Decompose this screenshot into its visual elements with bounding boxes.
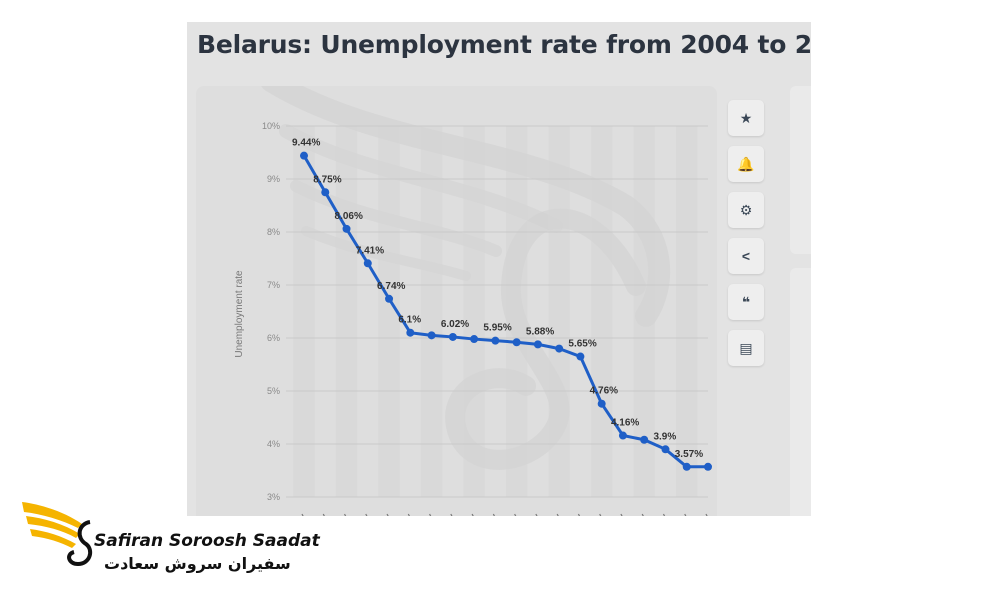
data-label: 5.88% (526, 326, 554, 337)
data-label: 9.44% (292, 138, 320, 149)
data-label: 7.41% (356, 245, 384, 256)
x-tick-mark (684, 513, 687, 516)
data-point[interactable] (576, 352, 585, 361)
x-axis (301, 513, 708, 516)
x-tick-mark (662, 513, 666, 516)
grid-band (676, 126, 698, 497)
data-point[interactable] (640, 435, 649, 444)
data-point[interactable] (448, 332, 457, 341)
data-point[interactable] (406, 328, 415, 337)
favorite-button[interactable]: ★ (728, 100, 764, 136)
data-point[interactable] (363, 259, 372, 268)
page-title: Belarus: Unemployment rate from 2004 to … (197, 30, 811, 59)
y-axis: 10% 9% 8% 7% 6% 5% 4% 3% (262, 121, 280, 502)
data-point[interactable] (661, 445, 670, 454)
data-label: 6.02% (441, 319, 469, 330)
y-tick-label: 5% (267, 386, 280, 396)
grid-band (463, 126, 485, 497)
brand-logo: Safiran Soroosh Saadat سفیران سروش سعادت (20, 494, 320, 586)
x-tick-mark (450, 513, 453, 516)
x-tick-mark (577, 513, 581, 516)
x-tick-mark (322, 513, 325, 516)
star-icon: ★ (739, 109, 753, 126)
x-tick-mark (429, 513, 432, 516)
data-point[interactable] (533, 340, 542, 349)
data-label: 3.9% (653, 431, 676, 442)
y-tick-label: 9% (267, 174, 280, 184)
x-tick-mark (471, 513, 474, 516)
data-point[interactable] (300, 151, 308, 160)
series-group (300, 151, 712, 471)
x-tick-mark (407, 513, 410, 516)
data-point[interactable] (470, 335, 479, 344)
data-label: 6.1% (398, 315, 421, 326)
print-button[interactable]: ▤ (728, 330, 764, 366)
settings-button[interactable]: ⚙ (728, 192, 764, 228)
chart-grid (286, 125, 708, 498)
data-point[interactable] (682, 462, 691, 471)
share-button[interactable]: < (728, 238, 764, 274)
quote-icon: ❝ (741, 293, 751, 310)
alert-button[interactable]: 🔔 (728, 146, 764, 182)
x-tick-mark (535, 513, 538, 516)
grid-band (548, 126, 570, 497)
data-label: 6.74% (377, 281, 405, 292)
x-tick-mark (514, 513, 517, 516)
data-point[interactable] (512, 338, 521, 347)
brand-name-persian: سفیران سروش سعادت (104, 554, 291, 573)
data-label: 5.65% (568, 339, 596, 350)
data-point[interactable] (491, 336, 500, 345)
y-tick-label: 3% (267, 492, 280, 502)
x-tick-mark (556, 513, 559, 516)
cite-button[interactable]: ❝ (728, 284, 764, 320)
print-icon: ▤ (739, 339, 753, 356)
side-panel-top (790, 86, 811, 254)
data-point[interactable] (597, 399, 606, 408)
x-tick-mark (365, 513, 368, 516)
brand-wing-icon (22, 502, 93, 567)
data-label: 5.95% (483, 323, 511, 334)
y-axis-label: Unemployment rate (234, 270, 245, 358)
grid-band (293, 126, 315, 497)
data-label: 3.57% (675, 449, 703, 460)
x-tick-mark (620, 513, 623, 516)
y-tick-label: 6% (267, 333, 280, 343)
y-tick-label: 8% (267, 227, 280, 237)
x-tick-mark (705, 513, 708, 516)
x-tick-mark (343, 513, 347, 516)
x-tick-mark (599, 513, 602, 516)
data-label: 4.16% (611, 418, 639, 429)
side-panel-bottom (790, 268, 811, 516)
chart-screenshot: Belarus: Unemployment rate from 2004 to … (187, 22, 811, 516)
data-point[interactable] (321, 188, 330, 197)
data-label: 4.76% (590, 386, 618, 397)
grid-band (506, 126, 528, 497)
data-point[interactable] (342, 224, 351, 233)
gear-icon: ⚙ (739, 201, 753, 218)
share-icon: < (741, 248, 751, 264)
grid-band (420, 126, 443, 497)
chart-svg: 10% 9% 8% 7% 6% 5% 4% 3% Unemployment rate 9.44… (234, 86, 712, 516)
data-point[interactable] (427, 331, 436, 340)
grid-band (378, 126, 400, 497)
x-tick-mark (301, 513, 304, 516)
y-tick-label: 10% (262, 121, 280, 131)
y-tick-label: 4% (267, 439, 280, 449)
x-tick-mark (641, 513, 644, 516)
data-label: 8.06% (335, 211, 363, 222)
data-point[interactable] (704, 462, 712, 471)
data-point[interactable] (555, 344, 564, 353)
y-tick-label: 7% (267, 280, 280, 290)
data-label: 8.75% (313, 174, 341, 185)
grid-band (591, 126, 613, 497)
brand-name: Safiran Soroosh Saadat (94, 531, 320, 551)
bell-icon: 🔔 (737, 155, 755, 172)
chart-panel: 10% 9% 8% 7% 6% 5% 4% 3% Unemployment rate 9.44… (196, 86, 717, 516)
data-labels: 9.44% 8.75% 8.06% 7.41% 6.74% 6.1% 6.02% 5.95% 5… (292, 138, 703, 460)
x-tick-mark (386, 513, 389, 516)
x-tick-mark (492, 513, 496, 516)
grid-band (633, 126, 655, 497)
data-point[interactable] (618, 431, 627, 440)
data-point[interactable] (385, 294, 394, 303)
